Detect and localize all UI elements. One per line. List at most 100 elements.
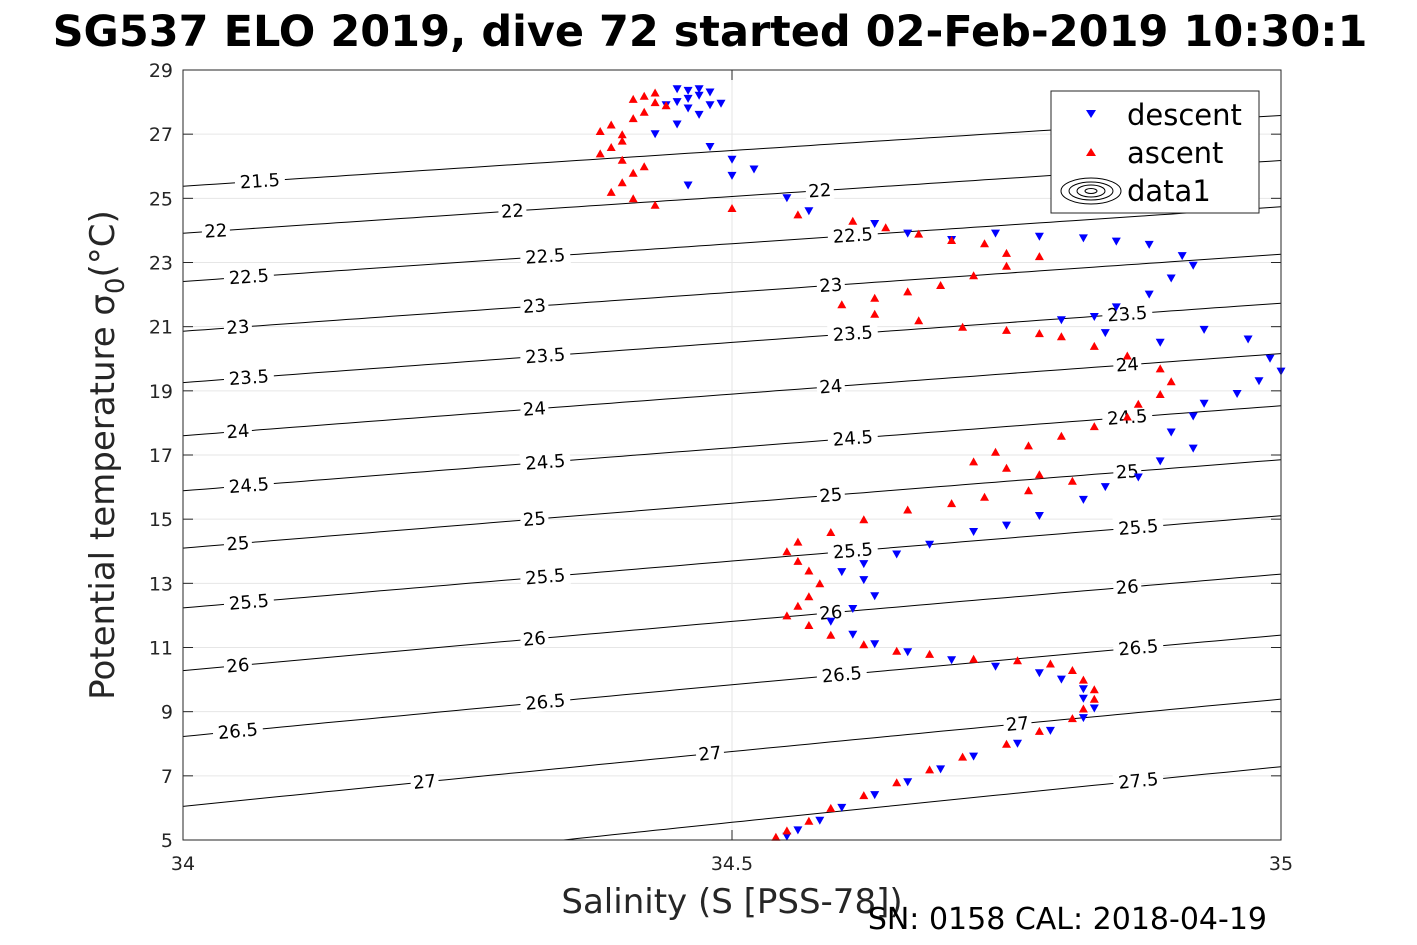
- descent-point: [903, 229, 913, 238]
- ascent-point: [771, 832, 781, 841]
- ascent-point: [1155, 364, 1165, 373]
- svg-text:27: 27: [1005, 713, 1030, 736]
- contour-label: 25: [815, 483, 846, 507]
- y-tick-label: 25: [149, 188, 173, 210]
- chart-title: SG537 ELO 2019, dive 72 started 02-Feb-2…: [53, 7, 1368, 57]
- ascent-point: [639, 107, 649, 116]
- descent-point: [1144, 240, 1154, 249]
- ascent-point: [969, 271, 979, 280]
- ascent-point: [793, 601, 803, 610]
- legend-descent-marker: [1086, 110, 1096, 118]
- ascent-point: [617, 178, 627, 187]
- ascent-point: [947, 499, 957, 508]
- svg-text:22: 22: [808, 180, 832, 202]
- descent-point: [1188, 412, 1198, 421]
- ascent-point: [628, 114, 638, 123]
- descent-point: [672, 120, 682, 129]
- ascent-point: [650, 200, 660, 209]
- contour-label: 23.5: [223, 364, 275, 390]
- contour-line-24.5: [183, 405, 1281, 492]
- ascent-point: [793, 537, 803, 546]
- descent-point: [1199, 399, 1209, 408]
- descent-point: [749, 165, 759, 174]
- y-tick-label: 27: [149, 124, 173, 146]
- ascent-point: [1002, 261, 1011, 270]
- svg-text:26.5: 26.5: [821, 663, 863, 688]
- ascent-point: [925, 765, 935, 774]
- descent-point: [1155, 338, 1165, 347]
- descent-point: [1034, 669, 1044, 678]
- descent-point: [1034, 232, 1044, 241]
- y-axis-label: Potential temperature σ0(°C): [83, 210, 131, 700]
- ascent-point: [980, 492, 989, 501]
- contour-label: 22: [497, 199, 527, 223]
- ascent-point: [936, 281, 946, 289]
- svg-text:26: 26: [226, 655, 251, 678]
- descent-point: [793, 826, 803, 835]
- ascent-point: [914, 229, 924, 238]
- svg-text:24: 24: [226, 421, 250, 444]
- descent-point: [694, 110, 704, 119]
- contour-label: 27: [694, 741, 725, 766]
- contour-label: 24.5: [223, 472, 275, 498]
- descent-point: [903, 778, 913, 787]
- ascent-point: [870, 309, 880, 318]
- x-tick-label: 34: [171, 853, 195, 875]
- contour-label: 26.5: [519, 688, 572, 715]
- ascent-point: [1034, 470, 1044, 479]
- ascent-point: [639, 91, 649, 100]
- ascent-point: [1089, 694, 1099, 703]
- x-tick-label: 34.5: [711, 853, 753, 875]
- contour-label: 26: [815, 600, 846, 625]
- descent-point: [705, 143, 715, 151]
- ascent-point: [1045, 659, 1055, 668]
- ascent-point: [1034, 726, 1044, 735]
- descent-point: [1013, 739, 1022, 748]
- contour-label: 23.5: [1101, 301, 1153, 327]
- legend-ascent-label: ascent: [1127, 136, 1223, 170]
- descent-point: [705, 101, 715, 110]
- svg-text:25.5: 25.5: [832, 539, 874, 563]
- svg-text:26: 26: [819, 602, 844, 625]
- contour-label: 24: [223, 419, 253, 443]
- ascent-point: [727, 204, 737, 212]
- descent-point: [1166, 428, 1176, 437]
- contour-label: 24.5: [827, 425, 879, 451]
- y-tick-label: 23: [149, 253, 173, 275]
- contour-label: 22: [201, 219, 231, 243]
- contour-label: 27: [409, 769, 440, 794]
- descent-point: [870, 592, 880, 601]
- y-tick-label: 19: [149, 381, 173, 403]
- descent-point: [1002, 521, 1011, 530]
- descent-point: [903, 648, 913, 657]
- svg-text:24.5: 24.5: [525, 451, 567, 475]
- ascent-point: [826, 630, 836, 639]
- svg-text:22.5: 22.5: [525, 245, 566, 269]
- descent-point: [683, 86, 693, 95]
- descent-point: [1254, 377, 1264, 386]
- descent-point: [1078, 685, 1088, 694]
- ascent-point: [595, 149, 605, 158]
- ascent-point: [925, 649, 935, 658]
- y-tick-label: 13: [149, 573, 173, 595]
- descent-point: [683, 94, 693, 103]
- ascent-point: [804, 621, 814, 629]
- svg-text:24.5: 24.5: [832, 427, 874, 451]
- ascent-point: [991, 447, 1000, 456]
- legend-ascent-marker: [1086, 148, 1096, 156]
- descent-point: [1056, 316, 1066, 325]
- ascent-point: [826, 528, 836, 536]
- descent-point: [1111, 237, 1121, 246]
- svg-text:22: 22: [500, 200, 524, 222]
- descent-point: [1089, 313, 1099, 321]
- descent-point: [1056, 675, 1066, 684]
- svg-text:25.5: 25.5: [524, 565, 566, 589]
- y-tick-label: 9: [161, 702, 173, 724]
- ascent-point: [958, 322, 968, 331]
- descent-point: [716, 99, 726, 108]
- svg-text:22: 22: [204, 220, 228, 243]
- ascent-point: [1067, 714, 1077, 723]
- legend: descent ascent data1: [1050, 90, 1260, 214]
- ascent-point: [980, 239, 989, 248]
- descent-point: [1078, 694, 1088, 703]
